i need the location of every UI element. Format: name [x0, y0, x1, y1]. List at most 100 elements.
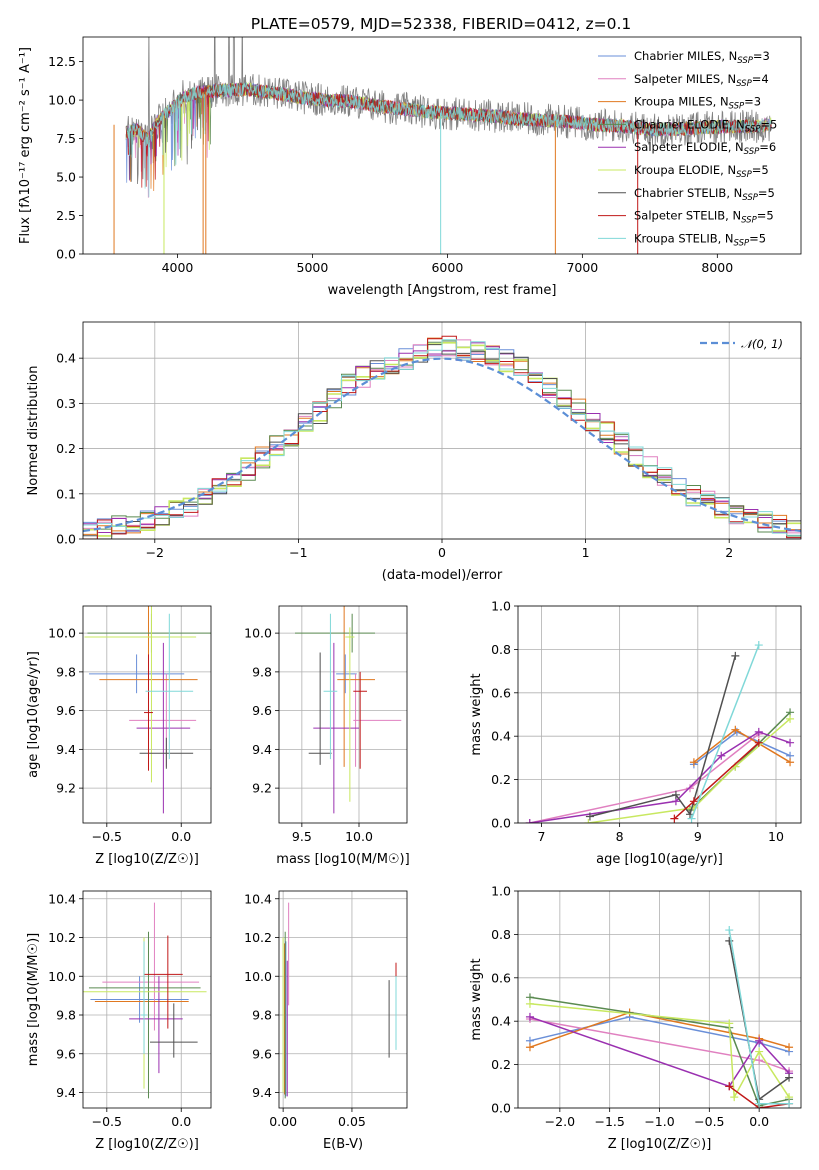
legend-entry: 𝒩(0, 1) [741, 337, 783, 351]
x-tick-label: 0.0 [171, 829, 191, 844]
x-tick-label: 9.5 [292, 829, 312, 844]
weight-series-3 [529, 996, 790, 1107]
y-tick-label: 10.0 [48, 626, 76, 641]
y-tick-label: 0.2 [56, 441, 76, 456]
legend-entry-tail: =3 [744, 95, 761, 109]
legend-entry-sub: SSP [745, 124, 761, 134]
panel-mass-vs-ebv: 0.00 0.05 9.4 9.6 9.8 10.0 10.2 10.4 E(B-V) [244, 890, 408, 1152]
x-tick-label: 4000 [162, 260, 194, 275]
x-axis-label: age [log10(age/yr)] [596, 852, 723, 867]
legend-entry: Chabrier STELIB, NSSP=5 [634, 186, 775, 203]
x-tick-label: −1 [289, 545, 307, 560]
weight-series-6 [589, 655, 737, 818]
weight-marker [725, 926, 734, 935]
panels: 4000 5000 6000 7000 80000.02.55.07.510.012.5… [18, 36, 802, 1152]
y-tick-label: 0.6 [491, 685, 511, 700]
x-tick-label: −1.5 [594, 1114, 624, 1129]
legend-entry-main: Chabrier STELIB, N [634, 186, 742, 200]
x-tick-label: 0.0 [171, 1114, 191, 1129]
legend-entry-tail: =3 [753, 49, 770, 63]
x-tick-label: 10.0 [345, 829, 373, 844]
weight-series-0 [529, 1016, 790, 1053]
weight-marker [725, 1082, 734, 1091]
x-tick-label: 0.00 [269, 1114, 297, 1129]
weight-marker [755, 1056, 764, 1065]
errorbar-point-1 [353, 673, 402, 767]
axes-frame [82, 321, 802, 540]
panel-mass-vs-z: −0.5 0.0 9.4 9.6 9.8 10.0 10.2 10.4 Z [log10(Z/Z… [26, 890, 212, 1152]
legend-entry: Chabrier MILES, NSSP=3 [634, 49, 770, 66]
weight-marker [754, 727, 763, 736]
y-axis-label: age [log10(age/yr)] [26, 651, 41, 778]
weight-marker [689, 797, 698, 806]
plot-area [113, 37, 772, 254]
model-spectrum-8 [125, 82, 772, 198]
y-tick-label: 9.8 [56, 664, 76, 679]
x-tick-label: 7 [537, 829, 545, 844]
x-tick-label: 8000 [701, 260, 733, 275]
y-tick-label: 9.6 [252, 703, 272, 718]
x-tick-label: −1.0 [644, 1114, 674, 1129]
weight-marker [585, 812, 594, 821]
x-tick-label: −2.0 [545, 1114, 575, 1129]
legend-entry-tail: =5 [749, 231, 766, 245]
x-tick-label: 0.0 [749, 1114, 769, 1129]
y-tick-label: 0.0 [56, 247, 76, 262]
y-tick-label: 0.4 [491, 1014, 511, 1029]
legend-entry: Salpeter ELODIE, NSSP=6 [634, 140, 776, 157]
errorbar-point-6 [149, 1003, 198, 1058]
plot-area [525, 926, 794, 1108]
x-tick-label: 0 [438, 545, 446, 560]
weight-marker [670, 814, 679, 823]
errorbar-point-8 [141, 941, 147, 1054]
weight-marker [717, 751, 726, 760]
weight-marker [786, 758, 795, 767]
weight-series-4 [529, 731, 791, 823]
weight-marker [731, 651, 740, 660]
weight-marker [786, 738, 795, 747]
x-axis-label: E(B-V) [323, 1137, 363, 1152]
y-tick-label: 1.0 [491, 884, 511, 899]
y-tick-label: 0.4 [56, 351, 76, 366]
y-tick-label: 0.8 [491, 642, 511, 657]
panel-age-vs-z: −0.5 0.0 9.2 9.4 9.6 9.8 10.0 Z [log10(Z/Z☉)] ag… [26, 605, 212, 867]
legend-entry-tail: =5 [758, 186, 775, 200]
histogram-8 [83, 339, 801, 536]
errorbar-point-3 [295, 613, 375, 653]
axes-frame [82, 36, 802, 255]
y-tick-label: 9.6 [56, 1046, 76, 1061]
x-axis-label: Z [log10(Z/Z☉)] [95, 852, 199, 867]
y-axis-label: mass weight [469, 958, 484, 1040]
y-tick-label: 0.0 [491, 1101, 511, 1116]
legend-entry-tail: =5 [757, 209, 774, 223]
x-tick-label: 1 [582, 545, 590, 560]
y-tick-label: 7.5 [56, 131, 76, 146]
errorbar-point-4 [313, 642, 359, 814]
axes-frame [82, 890, 212, 1109]
legend-entry-tail: =5 [760, 117, 777, 131]
y-tick-label: 10.0 [244, 626, 272, 641]
panel-mass-weight-vs-z: −2.0 −1.5 −1.0 −0.5 0.0 0.0 0.2 0.4 0.6 0.8 1.0 Z [… [469, 884, 802, 1152]
weight-marker [671, 790, 680, 799]
weight-marker [785, 1043, 794, 1052]
weight-marker [785, 1073, 794, 1082]
legend-entry-sub: SSP [736, 79, 752, 89]
x-axis-label: Z [log10(Z/Z☉)] [95, 1137, 199, 1152]
x-tick-label: 9 [694, 829, 702, 844]
y-tick-label: 0.0 [491, 816, 511, 831]
x-tick-label: 0.05 [338, 1114, 366, 1129]
weight-marker [754, 641, 763, 650]
weight-marker [689, 758, 698, 767]
weight-marker [730, 1093, 739, 1102]
errorbar-point-6 [139, 737, 194, 769]
weight-marker [755, 1099, 764, 1108]
x-tick-label: 10 [768, 829, 784, 844]
x-tick-label: 2 [725, 545, 733, 560]
y-tick-label: 9.6 [56, 703, 76, 718]
legend-entry-main: Chabrier MILES, N [634, 49, 737, 63]
legend-entry-main: Chabrier ELODIE, N [634, 117, 745, 131]
weight-marker [687, 814, 696, 823]
y-tick-label: 10.4 [244, 891, 272, 906]
legend-entry-main: Salpeter ELODIE, N [634, 140, 744, 154]
